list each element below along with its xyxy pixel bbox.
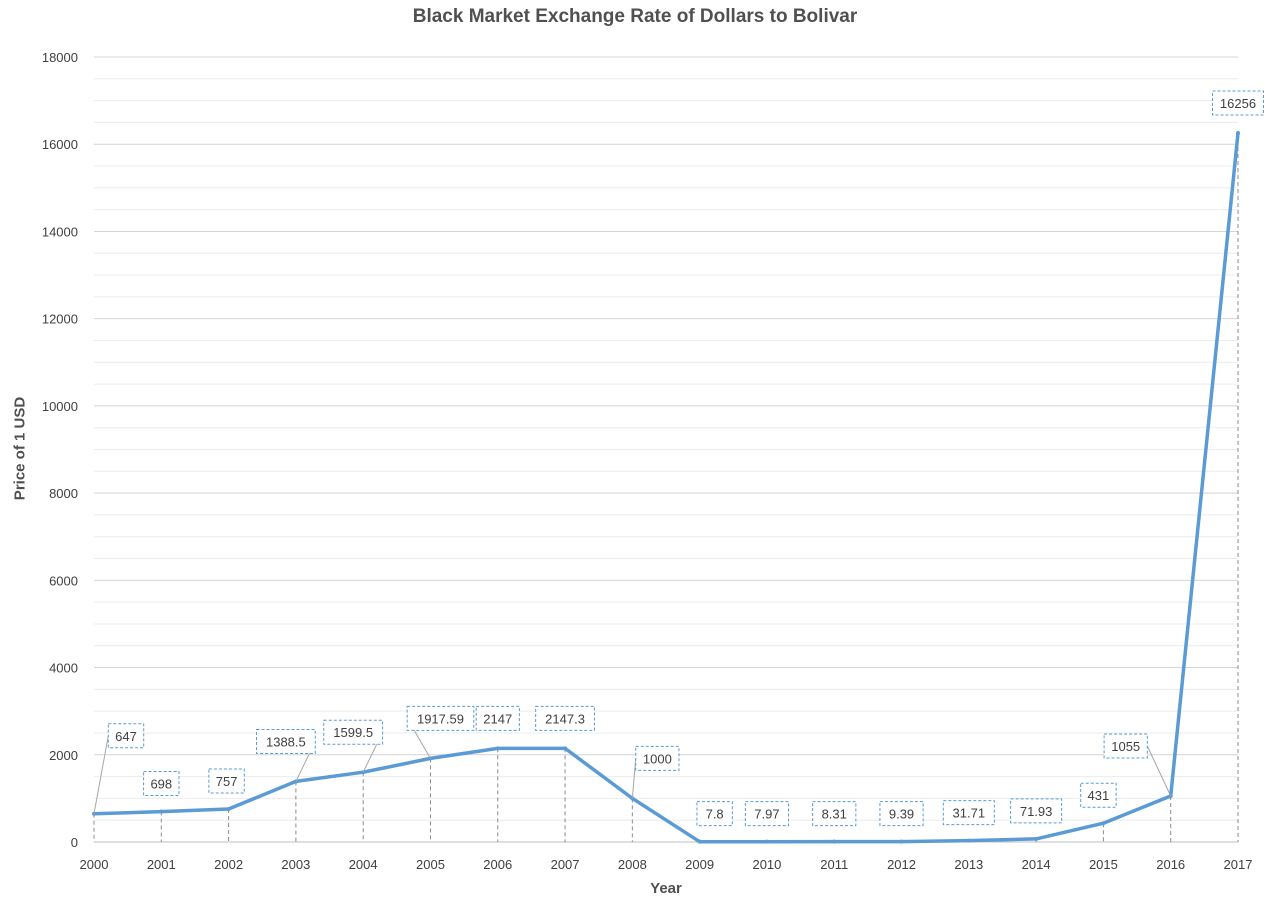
y-tick-label: 6000 — [49, 573, 78, 588]
x-tick-label: 2001 — [147, 857, 176, 872]
data-label: 2147.3 — [545, 711, 585, 726]
x-tick-label: 2000 — [80, 857, 109, 872]
x-tick-label: 2012 — [887, 857, 916, 872]
data-label: 698 — [150, 777, 172, 792]
data-label-box — [323, 719, 384, 745]
y-tick-label: 14000 — [42, 224, 78, 239]
data-label: 1055 — [1111, 739, 1140, 754]
data-label-box — [1103, 733, 1148, 759]
data-label: 757 — [216, 774, 238, 789]
data-point — [832, 839, 837, 844]
leader-line — [93, 735, 109, 814]
data-point — [899, 839, 904, 844]
y-tick-label: 0 — [71, 835, 78, 850]
data-label: 1917.59 — [417, 711, 464, 726]
x-tick-label: 2008 — [618, 857, 647, 872]
data-label-box — [107, 723, 145, 749]
x-tick-label: 2015 — [1089, 857, 1118, 872]
leader-line — [631, 758, 637, 799]
data-label: 7.8 — [706, 807, 724, 822]
data-label-box — [406, 705, 475, 731]
data-point — [697, 839, 702, 844]
data-label-box — [812, 801, 857, 827]
data-label: 31.71 — [953, 806, 986, 821]
data-label-box — [143, 771, 180, 797]
y-tick-label: 2000 — [49, 748, 78, 763]
x-tick-label: 2004 — [349, 857, 378, 872]
data-label-box — [535, 705, 595, 731]
y-axis-title: Price of 1 USD — [11, 396, 29, 501]
data-label: 1000 — [643, 751, 672, 766]
data-label-box — [1080, 782, 1117, 808]
x-tick-label: 2010 — [752, 857, 781, 872]
x-tick-label: 2011 — [820, 857, 848, 872]
data-label: 431 — [1088, 788, 1110, 803]
y-tick-label: 16000 — [42, 137, 78, 152]
data-point — [159, 809, 164, 814]
x-tick-label: 2003 — [281, 857, 310, 872]
data-label-box — [744, 801, 790, 827]
data-label: 9.39 — [889, 807, 914, 822]
data-label-box — [1010, 798, 1063, 824]
data-point — [1101, 821, 1106, 826]
x-tick-label: 2005 — [416, 857, 445, 872]
data-label: 8.31 — [822, 807, 847, 822]
x-tick-label: 2006 — [483, 857, 512, 872]
data-label-box — [208, 768, 245, 794]
x-tick-label: 2017 — [1224, 857, 1253, 872]
data-label-box — [255, 728, 316, 754]
y-tick-label: 10000 — [42, 399, 78, 414]
data-label: 16256 — [1220, 96, 1256, 111]
data-label: 2147 — [483, 711, 512, 726]
x-axis-title: Year — [650, 880, 682, 897]
x-tick-label: 2007 — [551, 857, 580, 872]
data-label-box — [879, 801, 924, 827]
data-point — [764, 839, 769, 844]
data-label-box — [942, 800, 995, 826]
data-point — [1034, 836, 1039, 841]
data-point — [226, 806, 231, 811]
data-label-box — [635, 745, 680, 771]
data-point — [1236, 131, 1240, 136]
x-tick-label: 2014 — [1022, 857, 1051, 872]
data-label: 1599.5 — [333, 725, 373, 740]
leader-line — [1146, 745, 1172, 797]
y-tick-label: 8000 — [49, 486, 78, 501]
data-label: 71.93 — [1020, 804, 1053, 819]
data-point — [563, 746, 568, 751]
data-label: 7.97 — [754, 807, 779, 822]
data-label-box — [475, 705, 520, 731]
y-tick-label: 12000 — [42, 312, 78, 327]
data-point — [495, 746, 500, 751]
data-label: 1388.5 — [266, 734, 306, 749]
x-tick-label: 2009 — [685, 857, 714, 872]
chart-title: Black Market Exchange Rate of Dollars to… — [412, 6, 858, 27]
x-tick-label: 2013 — [954, 857, 983, 872]
x-tick-label: 2002 — [214, 857, 243, 872]
series-line — [93, 132, 1240, 844]
x-tick-label: 2016 — [1156, 857, 1185, 872]
y-tick-label: 18000 — [42, 50, 78, 65]
y-tick-label: 4000 — [49, 661, 78, 676]
data-label-box — [1212, 90, 1264, 116]
data-label: 647 — [115, 729, 137, 744]
data-point — [966, 838, 971, 843]
data-label-box — [696, 801, 733, 827]
